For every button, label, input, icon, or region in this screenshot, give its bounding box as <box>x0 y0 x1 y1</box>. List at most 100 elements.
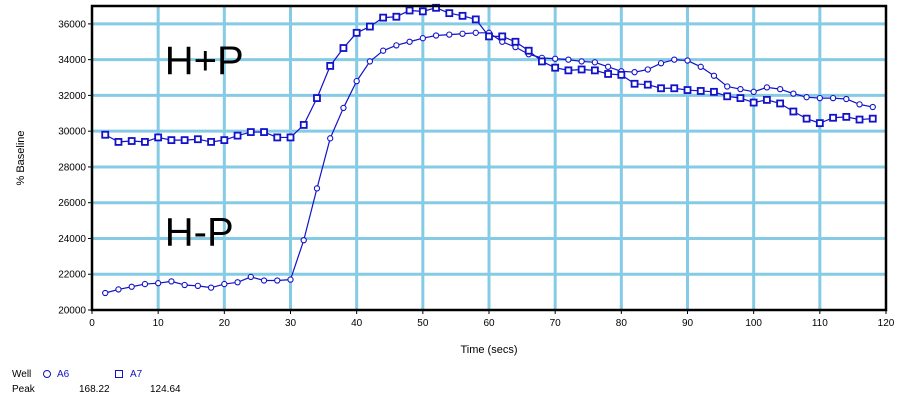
series-A7-point-19 <box>352 28 361 37</box>
series-A6-point-1 <box>115 286 122 293</box>
series-A6-point-46 <box>710 72 718 79</box>
x-tick-label-9: 90 <box>682 318 694 329</box>
series-A7-point-53 <box>802 114 811 123</box>
series-A7-point-22 <box>392 12 401 21</box>
series-A6-point-17 <box>327 135 334 142</box>
series-A7-point-58 <box>868 114 877 123</box>
series-A6-point-24 <box>419 35 426 42</box>
series-A6-point-8 <box>207 284 215 291</box>
series-A7-point-43 <box>670 84 679 93</box>
series-layer <box>101 3 877 297</box>
legend-peak-label: Peak <box>12 384 35 395</box>
series-A7-point-5 <box>167 136 176 145</box>
legend-a7-peak: 124.64 <box>150 384 181 395</box>
series-A7-point-21 <box>379 13 388 22</box>
axis-ticks: 0 10 20 30 40 50 60 70 80 90 100 110 120 20000 22000 24… <box>58 19 895 329</box>
series-A7-point-9 <box>220 136 229 145</box>
series-A6-point-49 <box>750 88 757 95</box>
series-A6-point-50 <box>763 84 771 91</box>
series-A7-point-0 <box>101 130 110 139</box>
annotation-h-p: H+P <box>165 39 244 83</box>
series-A7-point-26 <box>445 9 454 18</box>
series-A6-point-53 <box>803 94 810 101</box>
series-A6-point-28 <box>472 29 479 36</box>
series-A6-point-3 <box>141 280 149 288</box>
x-tick-label-2: 20 <box>219 318 231 329</box>
series-A7-point-39 <box>617 70 626 79</box>
series-A6-point-43 <box>671 56 678 63</box>
series-A7-point-6 <box>180 136 189 145</box>
series-A6-point-15 <box>300 237 307 244</box>
x-tick-label-0: 0 <box>89 318 95 329</box>
series-A7-point-10 <box>233 131 242 140</box>
series-A7-point-55 <box>829 113 837 122</box>
series-A6-point-41 <box>644 66 651 73</box>
y-tick-label-7: 34000 <box>58 55 86 66</box>
series-A7-point-40 <box>630 79 639 88</box>
series-A6-point-6 <box>181 281 188 289</box>
series-A7-point-49 <box>749 98 758 107</box>
series-A7-point-33 <box>538 57 546 66</box>
series-A7-point-11 <box>246 128 255 136</box>
y-tick-label-5: 30000 <box>58 127 86 138</box>
series-A7-point-41 <box>643 80 652 89</box>
series-A6-point-12 <box>260 277 268 284</box>
series-A6-point-48 <box>737 86 744 93</box>
series-A6-point-57 <box>856 101 863 108</box>
y-tick-label-4: 28000 <box>58 162 86 173</box>
series-A7-point-18 <box>339 44 348 52</box>
series-A6-point-5 <box>168 278 175 285</box>
series-A6-point-47 <box>724 83 731 90</box>
y-tick-label-1: 22000 <box>58 270 86 281</box>
x-tick-label-4: 40 <box>351 318 363 329</box>
series-A7-point-36 <box>577 65 586 74</box>
series-A7-point-3 <box>141 138 149 146</box>
series-A7-point-37 <box>590 66 599 75</box>
legend-a7-square-icon <box>115 370 123 378</box>
series-A7-point-17 <box>326 62 335 70</box>
series-A6-point-20 <box>366 58 374 65</box>
series-A6-point-18 <box>340 104 347 112</box>
series-A6-point-16 <box>313 185 321 192</box>
x-tick-label-12: 120 <box>878 318 895 329</box>
series-A6-point-21 <box>379 47 387 54</box>
annotation-h-p: H-P <box>165 211 234 255</box>
y-axis-title: % Baseline <box>15 130 27 185</box>
series-A6-point-11 <box>247 273 254 281</box>
x-tick-label-1: 10 <box>153 318 165 329</box>
series-A7-point-16 <box>313 94 321 102</box>
series-A7-point-47 <box>723 92 732 101</box>
series-A7-point-30 <box>498 32 507 41</box>
series-A6-point-27 <box>459 30 466 37</box>
series-A7-point-57 <box>855 115 864 124</box>
series-A6-point-44 <box>684 57 691 64</box>
series-A7-point-51 <box>776 99 785 108</box>
x-axis-title: Time (secs) <box>460 344 517 356</box>
series-A7-point-48 <box>736 94 745 102</box>
series-A7-point-2 <box>127 137 136 145</box>
series-A7-point-14 <box>286 133 295 142</box>
series-A6-point-14 <box>287 276 294 283</box>
series-A7-point-13 <box>273 133 282 142</box>
series-A6-point-2 <box>128 283 135 290</box>
x-tick-label-5: 50 <box>417 318 429 329</box>
series-A7-point-54 <box>815 119 824 128</box>
series-A6-point-4 <box>155 280 162 287</box>
series-A7-point-38 <box>604 70 612 78</box>
legend-a6-peak: 168.22 <box>79 384 110 395</box>
x-tick-label-10: 100 <box>745 318 762 329</box>
series-A6-point-34 <box>552 55 559 62</box>
series-A7-point-8 <box>207 138 216 146</box>
series-A6-point-51 <box>776 86 784 93</box>
series-A7-point-45 <box>696 87 705 95</box>
series-A7-point-29 <box>485 32 493 41</box>
series-A6-point-0 <box>102 289 109 297</box>
series-A6-point-40 <box>631 69 638 76</box>
series-A6-point-52 <box>790 90 797 97</box>
series-A7-point-28 <box>471 15 480 24</box>
grid <box>92 6 886 310</box>
series-A7-point-24 <box>418 7 427 16</box>
series-A7-point-23 <box>405 6 414 15</box>
series-A7-point-32 <box>524 46 533 55</box>
series-A6-point-58 <box>869 103 876 111</box>
